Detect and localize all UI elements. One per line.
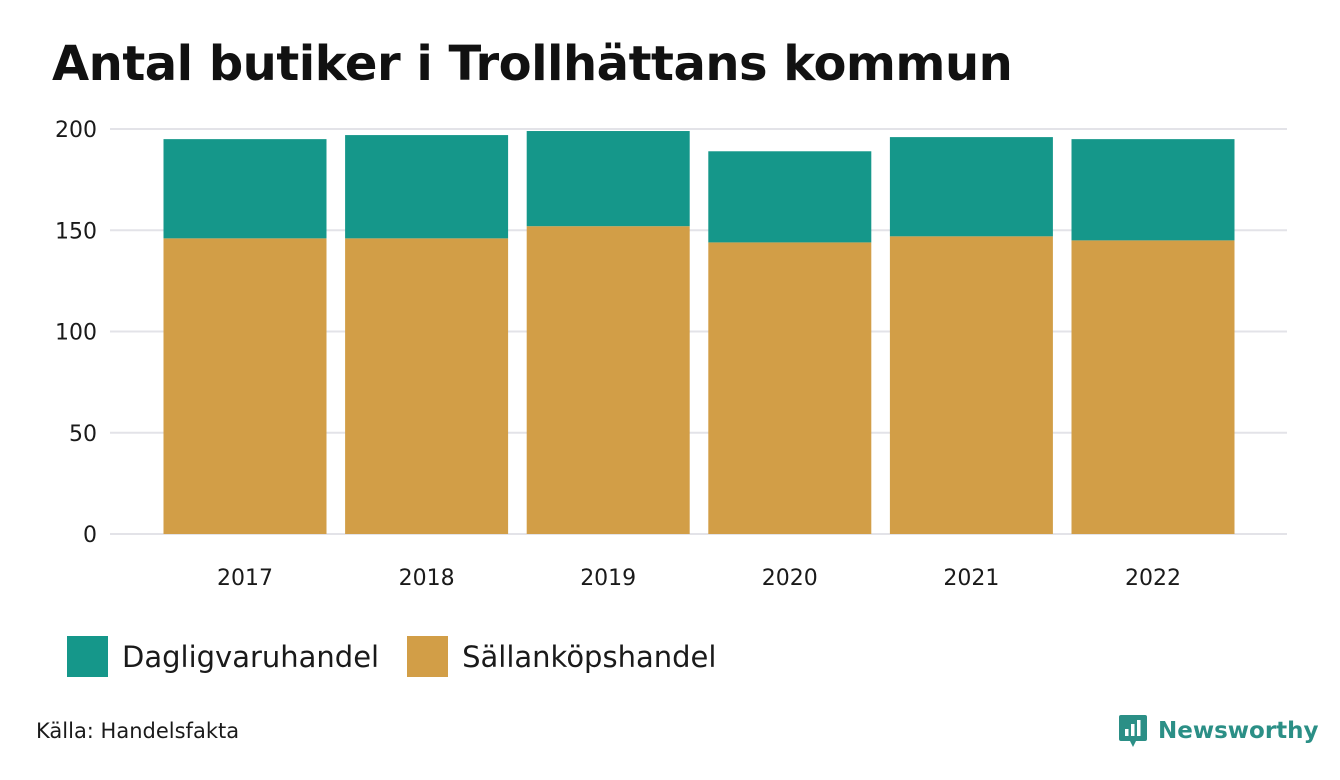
y-tick-label: 0 bbox=[83, 523, 97, 548]
legend-swatch-sallan bbox=[407, 636, 449, 677]
bar-sallanköpshandel-2021 bbox=[889, 236, 1053, 534]
y-tick-label: 200 bbox=[55, 118, 97, 143]
bar-sallanköpshandel-2020 bbox=[708, 242, 872, 534]
chart-title: Antal butiker i Trollhättans kommun bbox=[52, 36, 1013, 92]
x-tick-label: 2019 bbox=[580, 566, 636, 591]
bar-sallanköpshandel-2018 bbox=[345, 238, 509, 534]
source-note: Källa: Handelsfakta bbox=[36, 719, 240, 743]
y-tick-label: 100 bbox=[55, 321, 97, 346]
x-tick-label: 2017 bbox=[217, 566, 273, 591]
legend-item-sallan: Sällanköpshandel bbox=[407, 636, 716, 677]
x-tick-label: 2018 bbox=[399, 566, 455, 591]
bar-dagligvaruhandel-2020 bbox=[708, 151, 872, 243]
bar-dagligvaruhandel-2022 bbox=[1071, 139, 1235, 241]
x-tick-label: 2022 bbox=[1125, 566, 1181, 591]
bar-sallanköpshandel-2017 bbox=[163, 238, 327, 534]
bar-sallanköpshandel-2022 bbox=[1071, 240, 1235, 534]
bar-dagligvaruhandel-2019 bbox=[526, 131, 690, 227]
bar-dagligvaruhandel-2018 bbox=[345, 135, 509, 239]
y-tick-label: 50 bbox=[69, 422, 97, 447]
bar-dagligvaruhandel-2017 bbox=[163, 139, 327, 239]
x-tick-label: 2021 bbox=[943, 566, 999, 591]
x-tick-label: 2020 bbox=[762, 566, 818, 591]
legend-item-daglig: Dagligvaruhandel bbox=[67, 636, 379, 677]
legend-label-sallan: Sällanköpshandel bbox=[462, 639, 717, 674]
brand-name: Newsworthy bbox=[1158, 718, 1319, 744]
legend: Dagligvaruhandel Sällanköpshandel bbox=[67, 636, 744, 677]
newsworthy-logo-icon bbox=[1119, 715, 1147, 747]
legend-swatch-daglig bbox=[67, 636, 108, 677]
stacked-bar-chart: 0 50 100 150 200 2017 2018 2019 2020 2021 2022 bbox=[55, 118, 1287, 591]
bar-sallanköpshandel-2019 bbox=[526, 226, 690, 534]
bar-dagligvaruhandel-2021 bbox=[889, 137, 1053, 237]
brand-logo: Newsworthy bbox=[1118, 713, 1319, 749]
y-tick-label: 150 bbox=[55, 219, 97, 244]
legend-label-daglig: Dagligvaruhandel bbox=[122, 639, 380, 674]
